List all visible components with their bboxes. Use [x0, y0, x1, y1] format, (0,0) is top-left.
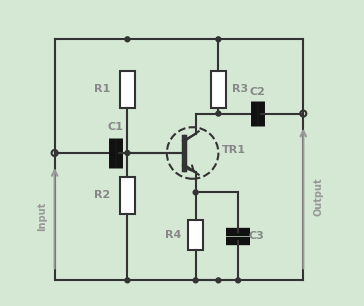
- FancyBboxPatch shape: [211, 71, 226, 107]
- Text: R1: R1: [94, 84, 110, 94]
- FancyBboxPatch shape: [120, 71, 135, 107]
- Circle shape: [216, 37, 221, 42]
- Text: R2: R2: [94, 190, 110, 200]
- Circle shape: [125, 151, 130, 155]
- Text: Input: Input: [37, 202, 48, 231]
- Text: C1: C1: [107, 122, 123, 132]
- FancyBboxPatch shape: [188, 220, 203, 250]
- Circle shape: [236, 278, 241, 283]
- FancyBboxPatch shape: [120, 177, 135, 214]
- Circle shape: [216, 278, 221, 283]
- Circle shape: [125, 278, 130, 283]
- Circle shape: [125, 37, 130, 42]
- Text: R4: R4: [165, 230, 181, 240]
- Circle shape: [193, 278, 198, 283]
- Text: C2: C2: [250, 87, 266, 97]
- Text: R3: R3: [232, 84, 248, 94]
- Circle shape: [216, 111, 221, 116]
- Text: Output: Output: [313, 178, 324, 216]
- Text: TR1: TR1: [221, 145, 245, 155]
- Circle shape: [193, 190, 198, 195]
- Text: C3: C3: [248, 231, 264, 241]
